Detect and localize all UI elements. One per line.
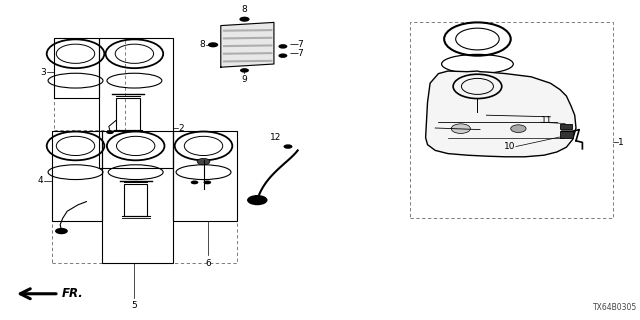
Circle shape — [240, 68, 249, 73]
Bar — [99, 38, 173, 168]
Circle shape — [197, 158, 210, 165]
Text: 6: 6 — [205, 259, 211, 268]
Text: 5: 5 — [132, 301, 137, 310]
Bar — [173, 131, 237, 221]
Circle shape — [284, 144, 292, 149]
Text: —7: —7 — [289, 49, 304, 58]
Circle shape — [208, 42, 218, 47]
Bar — [52, 131, 237, 263]
Circle shape — [511, 125, 526, 132]
Text: 3: 3 — [40, 68, 46, 77]
Circle shape — [204, 180, 211, 184]
Text: 9: 9 — [242, 75, 247, 84]
Bar — [54, 38, 125, 130]
Circle shape — [191, 180, 198, 184]
Bar — [560, 131, 573, 138]
Text: 10: 10 — [504, 142, 515, 151]
Bar — [410, 22, 613, 218]
Text: 12: 12 — [270, 133, 282, 142]
Circle shape — [278, 44, 287, 49]
Text: TX64B0305: TX64B0305 — [593, 303, 637, 312]
Bar — [54, 38, 99, 98]
Circle shape — [451, 124, 470, 133]
Circle shape — [106, 130, 114, 134]
Text: 8: 8 — [199, 40, 205, 49]
Polygon shape — [221, 22, 274, 67]
Text: —7: —7 — [289, 40, 304, 49]
Text: FR.: FR. — [61, 287, 83, 300]
Circle shape — [55, 228, 68, 234]
Bar — [52, 131, 102, 221]
Circle shape — [247, 195, 268, 205]
Text: 1: 1 — [618, 138, 623, 147]
Text: 11: 11 — [541, 116, 552, 125]
Text: 8: 8 — [242, 5, 247, 14]
Bar — [124, 184, 147, 216]
Bar — [102, 131, 173, 263]
Text: 4: 4 — [38, 176, 44, 185]
Bar — [560, 124, 572, 129]
PathPatch shape — [426, 71, 576, 157]
Circle shape — [239, 17, 250, 22]
Bar — [116, 98, 140, 130]
Circle shape — [278, 53, 287, 58]
Text: 2: 2 — [178, 124, 184, 132]
